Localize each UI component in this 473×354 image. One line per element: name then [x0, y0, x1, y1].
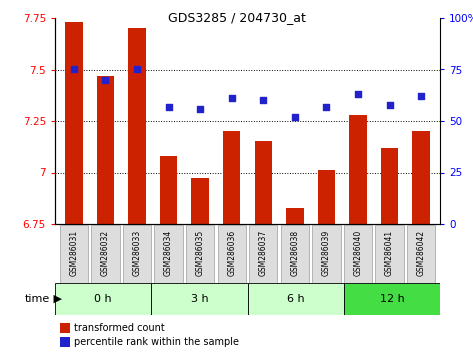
Bar: [123, 225, 151, 283]
Bar: [344, 283, 440, 315]
Text: GSM286039: GSM286039: [322, 230, 331, 276]
Bar: [160, 156, 177, 224]
Bar: [97, 76, 114, 224]
Bar: [349, 115, 367, 224]
Text: GSM286037: GSM286037: [259, 230, 268, 276]
Bar: [65, 22, 83, 224]
Text: GSM286036: GSM286036: [227, 230, 236, 276]
Bar: [312, 225, 341, 283]
Bar: [412, 131, 430, 224]
Point: [196, 106, 204, 112]
Bar: [254, 141, 272, 224]
Text: percentile rank within the sample: percentile rank within the sample: [74, 337, 239, 347]
Bar: [55, 283, 151, 315]
Bar: [407, 225, 435, 283]
Bar: [128, 28, 146, 224]
Bar: [381, 148, 398, 224]
Text: ▶: ▶: [50, 294, 62, 304]
Bar: [280, 225, 309, 283]
Point: [102, 77, 109, 82]
Bar: [249, 225, 278, 283]
Bar: [218, 225, 246, 283]
Text: GSM286034: GSM286034: [164, 230, 173, 276]
Bar: [154, 225, 183, 283]
Text: 6 h: 6 h: [287, 294, 305, 304]
Text: GSM286040: GSM286040: [353, 230, 362, 276]
Bar: [192, 178, 209, 224]
Point: [260, 98, 267, 103]
Point: [354, 91, 362, 97]
Bar: [60, 225, 88, 283]
Bar: [318, 170, 335, 224]
Text: 12 h: 12 h: [379, 294, 404, 304]
Text: GSM286038: GSM286038: [290, 230, 299, 276]
Point: [417, 93, 425, 99]
Text: GSM286031: GSM286031: [70, 230, 79, 276]
Point: [70, 67, 78, 72]
Bar: [223, 131, 240, 224]
Text: GSM286041: GSM286041: [385, 230, 394, 276]
Text: GSM286032: GSM286032: [101, 230, 110, 276]
Bar: [91, 225, 120, 283]
Bar: [344, 225, 372, 283]
Point: [165, 104, 172, 109]
Point: [228, 96, 236, 101]
Point: [323, 104, 330, 109]
Bar: [186, 225, 214, 283]
Text: 3 h: 3 h: [191, 294, 208, 304]
Text: GSM286033: GSM286033: [132, 230, 141, 276]
Text: GDS3285 / 204730_at: GDS3285 / 204730_at: [167, 11, 306, 24]
Text: time: time: [25, 294, 50, 304]
Bar: [151, 283, 247, 315]
Point: [385, 102, 393, 107]
Text: GSM286035: GSM286035: [196, 230, 205, 276]
Bar: [375, 225, 404, 283]
Text: GSM286042: GSM286042: [417, 230, 426, 276]
Text: 0 h: 0 h: [94, 294, 112, 304]
Bar: [286, 207, 304, 224]
Point: [291, 114, 298, 120]
Text: transformed count: transformed count: [74, 323, 165, 333]
Bar: [247, 283, 344, 315]
Point: [133, 67, 141, 72]
